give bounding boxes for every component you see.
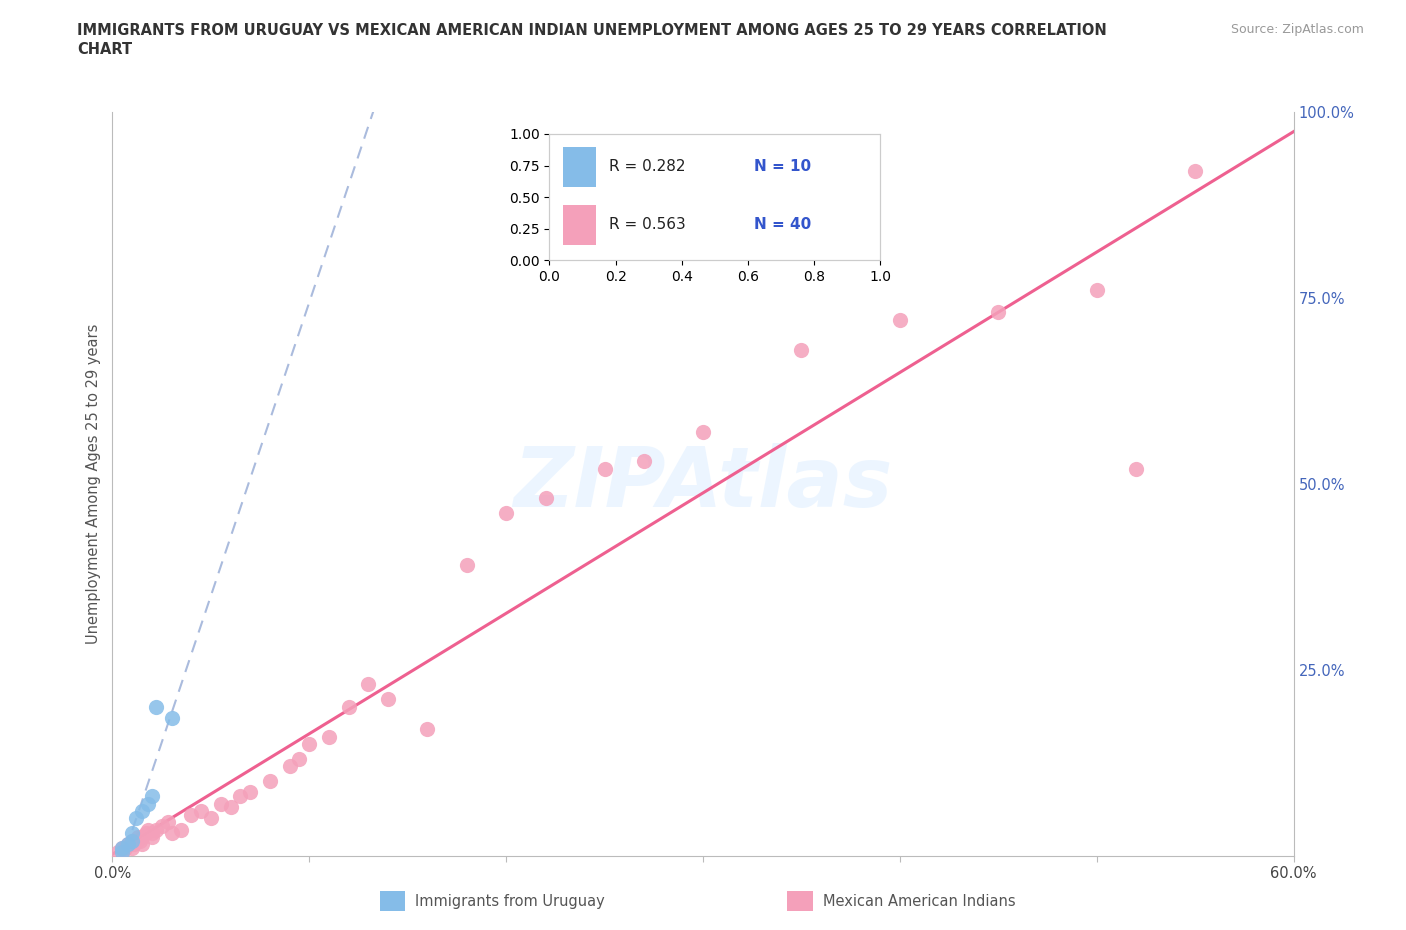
Point [156,815,179,830]
Point [889,312,911,327]
Point [125,811,148,826]
Point [111,841,134,856]
Point [534,491,557,506]
Point [121,841,143,856]
Y-axis label: Unemployment Among Ages 25 to 29 years: Unemployment Among Ages 25 to 29 years [86,324,101,644]
Point [200,811,222,826]
Point [337,699,360,714]
Point [259,774,281,789]
Text: IMMIGRANTS FROM URUGUAY VS MEXICAN AMERICAN INDIAN UNEMPLOYMENT AMONG AGES 25 TO: IMMIGRANTS FROM URUGUAY VS MEXICAN AMERI… [77,23,1107,38]
Point [190,804,212,818]
Point [1085,283,1108,298]
Point [209,796,232,811]
Point [160,711,183,725]
Text: CHART: CHART [77,42,132,57]
Text: ZIPAtlas: ZIPAtlas [513,443,893,525]
Point [131,804,153,818]
Point [127,830,149,844]
Point [790,342,813,357]
Point [112,843,135,857]
Point [692,424,714,439]
Point [117,837,139,852]
Point [111,844,134,859]
Point [145,822,167,837]
Point [416,722,439,737]
Point [117,837,139,852]
Point [593,461,616,476]
Point [121,826,143,841]
Point [357,677,380,692]
Point [495,506,517,521]
Point [111,841,134,856]
Point [456,558,478,573]
Point [131,830,153,844]
Point [136,796,159,811]
Point [239,785,262,800]
Point [141,830,163,844]
Point [121,833,143,848]
Point [131,837,153,852]
Point [121,833,143,848]
Point [141,826,163,841]
Point [633,454,655,469]
Point [125,835,148,850]
Point [115,839,138,854]
Point [107,844,129,859]
Point [377,692,399,707]
Text: Source: ZipAtlas.com: Source: ZipAtlas.com [1230,23,1364,36]
Text: Immigrants from Uruguay: Immigrants from Uruguay [415,894,605,909]
Point [288,751,311,766]
Point [1125,461,1147,476]
Point [1184,164,1206,179]
Point [219,800,242,815]
Point [278,759,301,774]
Point [135,826,157,841]
Point [129,833,152,848]
Point [136,822,159,837]
Point [145,699,167,714]
Point [160,826,183,841]
Point [987,305,1010,320]
Point [170,822,193,837]
Point [180,807,202,822]
Point [141,789,163,804]
Point [318,729,340,744]
Point [122,837,145,852]
Point [150,818,173,833]
Point [298,737,321,751]
Text: Mexican American Indians: Mexican American Indians [823,894,1015,909]
Point [229,789,252,804]
